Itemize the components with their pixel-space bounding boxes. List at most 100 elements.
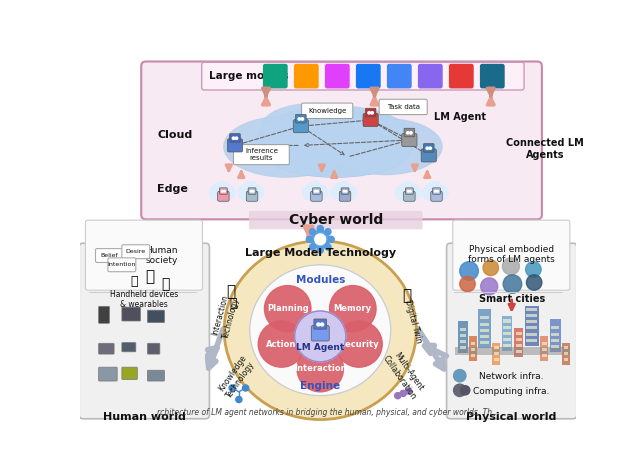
Text: Human
society: Human society — [145, 246, 178, 265]
Text: Cloud: Cloud — [157, 130, 193, 140]
FancyBboxPatch shape — [79, 243, 209, 419]
FancyBboxPatch shape — [311, 326, 329, 341]
Bar — [503, 326, 511, 328]
Text: Knowledge: Knowledge — [308, 108, 346, 114]
Circle shape — [317, 191, 318, 192]
Circle shape — [426, 182, 444, 199]
Text: rchitecture of LM agent networks in bridging the human, physical, and cyber worl: rchitecture of LM agent networks in brid… — [157, 408, 499, 417]
Bar — [551, 345, 559, 348]
Circle shape — [429, 147, 431, 149]
Text: LM Agent: LM Agent — [434, 112, 486, 122]
Circle shape — [502, 258, 520, 275]
FancyBboxPatch shape — [310, 191, 322, 201]
Text: Cyber world: Cyber world — [289, 213, 383, 227]
Bar — [478, 310, 491, 348]
Circle shape — [298, 118, 301, 120]
Bar — [480, 322, 489, 326]
FancyBboxPatch shape — [108, 258, 136, 272]
Bar — [470, 348, 476, 351]
Circle shape — [310, 228, 316, 235]
Bar — [502, 316, 513, 351]
Bar — [564, 346, 568, 349]
Circle shape — [410, 132, 412, 134]
Text: 🧍: 🧍 — [131, 275, 138, 288]
Bar — [564, 352, 568, 355]
Circle shape — [400, 390, 406, 396]
Circle shape — [525, 262, 541, 277]
Bar — [494, 352, 499, 355]
FancyBboxPatch shape — [220, 188, 227, 194]
Text: Human world: Human world — [103, 412, 186, 422]
FancyBboxPatch shape — [356, 64, 381, 89]
Circle shape — [343, 191, 345, 192]
Bar — [503, 344, 511, 347]
Bar — [542, 348, 547, 351]
Bar — [527, 333, 537, 336]
Text: 👫: 👫 — [403, 288, 412, 303]
Circle shape — [330, 285, 376, 332]
Text: Intention: Intention — [108, 262, 136, 267]
Circle shape — [252, 191, 254, 192]
FancyBboxPatch shape — [296, 114, 306, 123]
Circle shape — [220, 185, 235, 200]
Ellipse shape — [224, 116, 348, 177]
Circle shape — [250, 191, 252, 192]
Circle shape — [315, 234, 326, 245]
Circle shape — [368, 111, 371, 114]
Ellipse shape — [257, 107, 415, 177]
Text: Large Model Technology: Large Model Technology — [244, 248, 396, 258]
Text: 👤: 👤 — [230, 297, 237, 310]
FancyBboxPatch shape — [339, 191, 351, 201]
Bar — [460, 334, 466, 337]
Circle shape — [481, 278, 498, 295]
Ellipse shape — [262, 103, 364, 149]
FancyBboxPatch shape — [248, 188, 256, 194]
Ellipse shape — [329, 118, 442, 174]
FancyBboxPatch shape — [141, 62, 542, 219]
FancyBboxPatch shape — [122, 307, 140, 321]
Circle shape — [460, 276, 476, 292]
Bar — [494, 346, 499, 349]
Bar — [551, 327, 559, 329]
Circle shape — [395, 392, 401, 399]
Circle shape — [338, 189, 352, 202]
Ellipse shape — [313, 111, 403, 152]
Bar — [525, 306, 539, 346]
Bar — [516, 350, 522, 353]
FancyBboxPatch shape — [379, 99, 428, 115]
Circle shape — [309, 189, 323, 202]
Circle shape — [406, 388, 412, 394]
Text: Interaction
Technology: Interaction Technology — [211, 293, 241, 339]
FancyBboxPatch shape — [402, 134, 417, 146]
Circle shape — [435, 191, 436, 192]
Ellipse shape — [329, 119, 442, 174]
Bar — [551, 333, 559, 336]
Circle shape — [396, 185, 411, 200]
Bar — [551, 339, 559, 342]
FancyBboxPatch shape — [99, 367, 117, 381]
Ellipse shape — [224, 241, 417, 419]
FancyBboxPatch shape — [312, 188, 320, 194]
Text: Network infra.: Network infra. — [479, 372, 544, 381]
FancyBboxPatch shape — [85, 220, 202, 290]
Bar — [503, 338, 511, 341]
Circle shape — [422, 185, 438, 200]
Circle shape — [312, 185, 328, 200]
FancyBboxPatch shape — [122, 245, 150, 259]
FancyBboxPatch shape — [99, 306, 109, 323]
FancyBboxPatch shape — [294, 64, 319, 89]
Bar — [480, 328, 489, 332]
Circle shape — [236, 396, 242, 402]
Bar — [542, 354, 547, 357]
Circle shape — [317, 226, 323, 232]
Circle shape — [325, 244, 331, 250]
Text: Physical embodied
forms of LM agents: Physical embodied forms of LM agents — [468, 245, 555, 264]
FancyBboxPatch shape — [447, 243, 577, 419]
Bar — [516, 344, 522, 347]
FancyBboxPatch shape — [325, 64, 349, 89]
FancyBboxPatch shape — [406, 188, 413, 194]
Text: Planning: Planning — [267, 304, 308, 313]
FancyBboxPatch shape — [480, 64, 505, 89]
Bar — [460, 328, 466, 331]
FancyBboxPatch shape — [122, 367, 138, 380]
